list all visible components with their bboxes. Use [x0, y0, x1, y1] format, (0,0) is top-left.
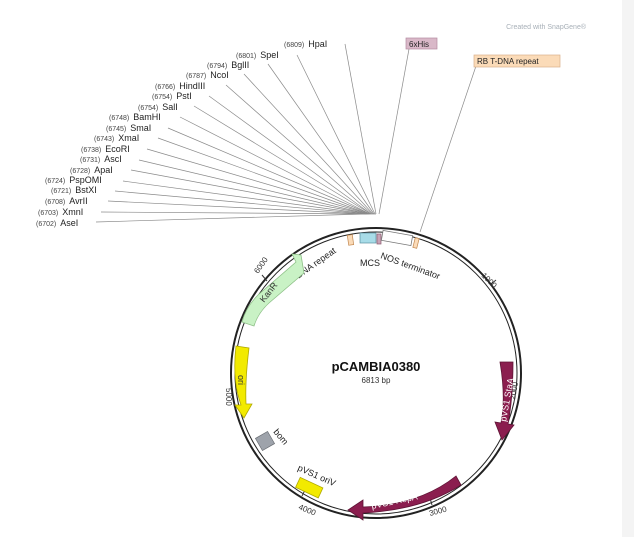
site-label: (6754) SalI — [138, 102, 178, 112]
his-label: 6xHis — [409, 40, 429, 49]
site-label: (6731) AscI — [80, 154, 122, 164]
nos-label: NOS terminator — [379, 250, 441, 281]
backbone-outer — [230, 227, 522, 519]
his-label-box — [405, 37, 438, 50]
site-label: (6743) XmaI — [94, 133, 139, 143]
snapgene-credit: Created with SnapGene® — [506, 24, 586, 31]
rb-label: RB T-DNA repeat — [477, 57, 539, 66]
ori-label: ori — [236, 375, 246, 385]
mcs-label: MCS — [360, 258, 380, 268]
lb-repeat-feature — [346, 234, 355, 246]
bom-feature — [254, 430, 276, 452]
site-label: (6703) XmnI — [38, 207, 83, 217]
site-label: (6721) BstXI — [51, 185, 97, 195]
nos-terminator-feature — [380, 230, 414, 246]
his-leader — [378, 48, 410, 215]
rb-label-box — [473, 54, 561, 68]
pvs1-repa-arrow — [347, 475, 462, 521]
tick-label-5000: 5000 — [224, 388, 233, 406]
mcs-feature — [359, 232, 377, 244]
site-label: (6728) ApaI — [70, 165, 113, 175]
site-label: (6766) HindIII — [155, 81, 205, 91]
plasmid-length: 6813 bp — [362, 376, 391, 385]
site-label: (6794) BglII — [207, 60, 249, 70]
site-label: (6754) PstI — [152, 91, 192, 101]
tick-label-6000: 6000 — [252, 255, 270, 275]
site-label: (6801) SpeI — [236, 50, 279, 60]
site-label: (6745) SmaI — [106, 123, 151, 133]
kanr-arrow — [241, 253, 305, 327]
site-label: (6748) BamHI — [109, 112, 161, 122]
site-label: (6708) AvrII — [45, 196, 88, 206]
site-label: (6809) HpaI — [284, 39, 327, 49]
tick-marks — [238, 274, 515, 506]
his-feature — [376, 233, 382, 245]
site-label: (6787) NcoI — [186, 70, 229, 80]
site-label: (6724) PspOMI — [45, 175, 102, 185]
pvs1-staa-arrow — [494, 361, 515, 441]
rb-repeat-feature — [412, 237, 420, 249]
pvs1-oriv-feature — [295, 476, 324, 499]
plasmid-name: pCAMBIA0380 — [332, 359, 421, 374]
site-label: (6738) EcoRI — [81, 144, 130, 154]
ori-arrow — [234, 345, 253, 419]
rb-leader — [419, 65, 477, 233]
site-label: (6702) AseI — [36, 218, 78, 228]
site-leaders — [95, 43, 377, 223]
panel-edge — [622, 0, 634, 537]
site-labels: (6809) HpaI (6801) SpeI (6794) BglII (6787)… — [36, 39, 327, 228]
